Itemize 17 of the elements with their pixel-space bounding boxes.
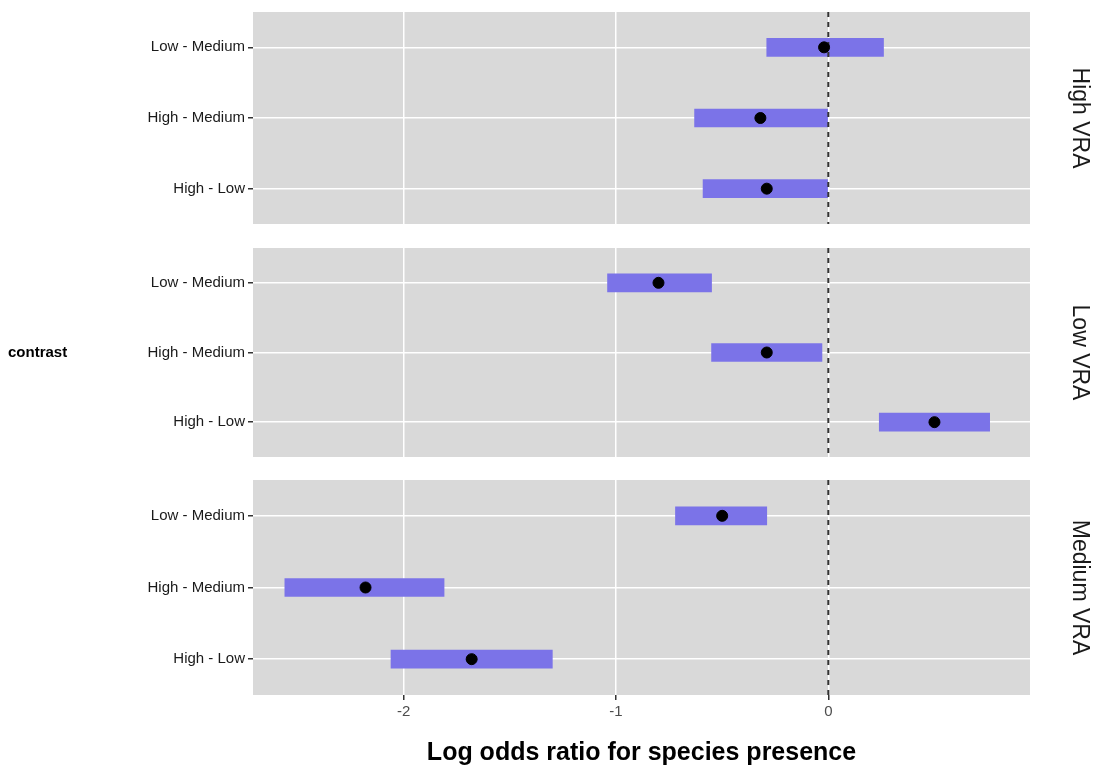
y2-axis-title: Medium VRA [1067, 519, 1093, 656]
y-tick-label: High - Low [173, 412, 246, 430]
y-tick-label: High - Medium [147, 342, 245, 360]
y-tick-label: High - Low [173, 178, 246, 196]
y-tick-label: High - Low [173, 649, 246, 667]
x-tick-label: -2 [397, 702, 411, 720]
y-tick-label: Low - Medium [150, 505, 245, 523]
x-axis-title: Log odds ratio for species presence [426, 736, 857, 765]
x-tick-label: -1 [609, 702, 623, 720]
y-tick-label: High - Medium [147, 108, 245, 126]
x-tick-label: 0 [824, 702, 833, 720]
y-axis-title: contrast [8, 342, 68, 360]
y-tick-label: Low - Medium [150, 37, 245, 55]
y2-axis-title: Low VRA [1067, 304, 1093, 402]
y-tick-label: Low - Medium [150, 272, 245, 290]
y-tick-label: High - Medium [147, 577, 245, 595]
y2-axis-title: High VRA [1067, 67, 1093, 170]
